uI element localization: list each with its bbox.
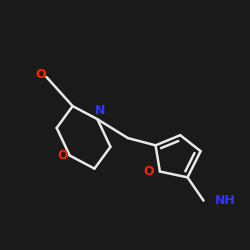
Text: O: O (35, 68, 46, 80)
Text: O: O (57, 149, 68, 162)
Text: NH: NH (214, 194, 235, 207)
Text: N: N (95, 104, 106, 117)
Text: O: O (143, 165, 154, 178)
